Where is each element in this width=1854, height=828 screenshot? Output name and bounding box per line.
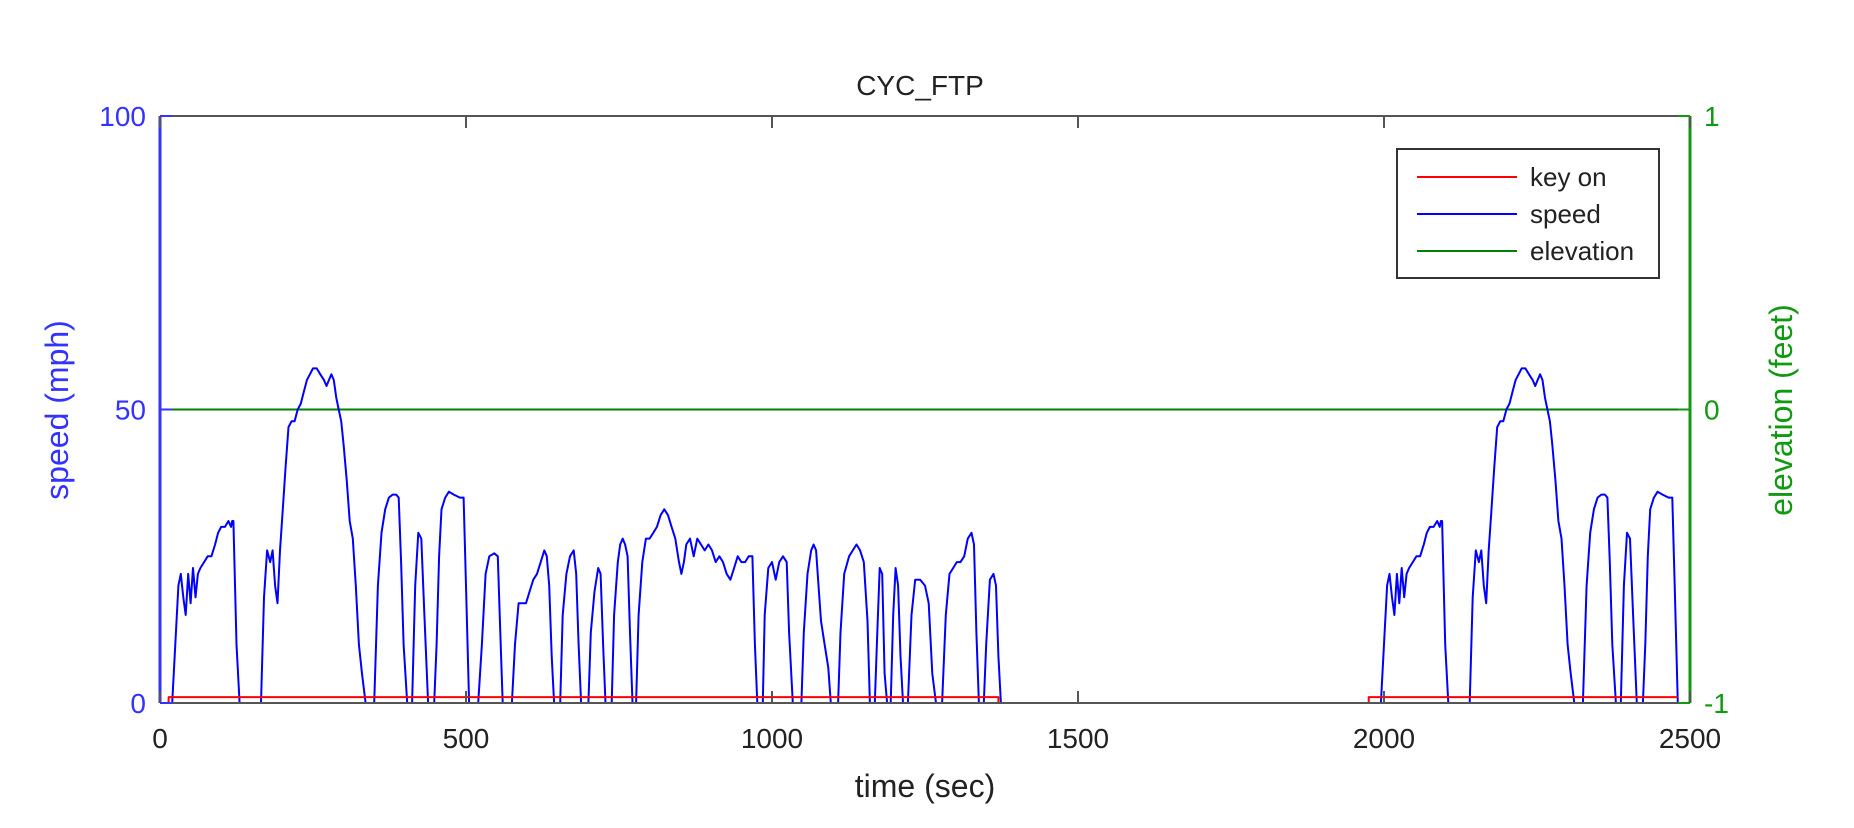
x-tick-label: 1000 [741,723,803,754]
x-axis-label: time (sec) [855,768,995,804]
y-left-tick-label: 0 [130,688,146,719]
legend-label-key-on: key on [1530,162,1607,192]
legend-label-speed: speed [1530,199,1601,229]
y-axis-label-right: elevation (feet) [1763,304,1799,516]
y-left-tick-label: 100 [99,101,146,132]
y-axis-label-left: speed (mph) [39,320,75,500]
y-right-tick-label: 0 [1704,395,1720,426]
tick-layer: 0 500 1000 1500 2000 2500 0 50 100 -1 0 1 [99,101,1729,754]
x-tick-label: 2000 [1353,723,1415,754]
x-tick-label: 0 [152,723,168,754]
y-right-tick-label: 1 [1704,101,1720,132]
x-tick-label: 500 [443,723,490,754]
series-line-speed [160,367,1679,704]
x-tick-label: 2500 [1659,723,1721,754]
x-tick-label: 1500 [1047,723,1109,754]
y-left-tick-label: 50 [115,395,146,426]
y-right-tick-label: -1 [1704,688,1729,719]
chart-title: CYC_FTP [856,70,984,101]
legend-label-elevation: elevation [1530,236,1634,266]
legend: key on speed elevation [1396,148,1660,279]
